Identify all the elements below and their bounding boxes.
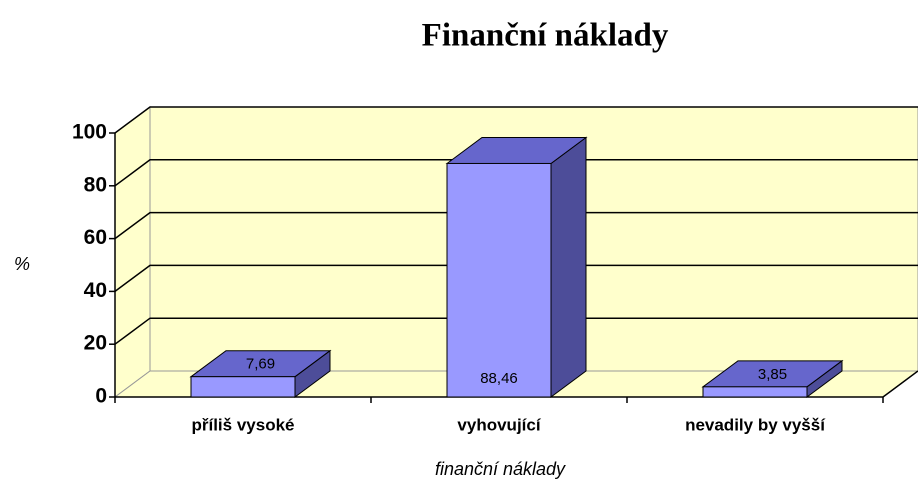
grid-line [114,159,918,187]
x-tick-label: nevadily by vyšší [685,415,826,434]
value-label: 7,69 [246,356,275,373]
x-tick-label: příliš vysoké [191,415,294,434]
y-tick-label: 40 [84,279,107,302]
y-tick-label: 80 [84,173,107,196]
grid-line [114,106,918,134]
value-label: 3,85 [758,366,787,383]
bar [702,386,808,398]
chart-title: Finanční náklady [422,18,669,54]
x-tick-label: vyhovující [457,415,541,434]
x-axis-label: finanční náklady [435,459,566,479]
y-tick-label: 100 [72,121,107,144]
grid-line [114,211,918,240]
bar [446,162,552,398]
y-tick-label: 0 [95,385,107,408]
value-label: 88,46 [480,370,518,387]
grid-line [114,317,918,345]
bar [190,376,296,398]
side-wall [114,106,151,398]
y-tick-label: 60 [84,226,107,249]
y-tick-label: 20 [84,332,107,355]
y-axis-label: % [14,254,30,274]
bar-side [550,136,587,398]
grid-line [114,264,918,293]
